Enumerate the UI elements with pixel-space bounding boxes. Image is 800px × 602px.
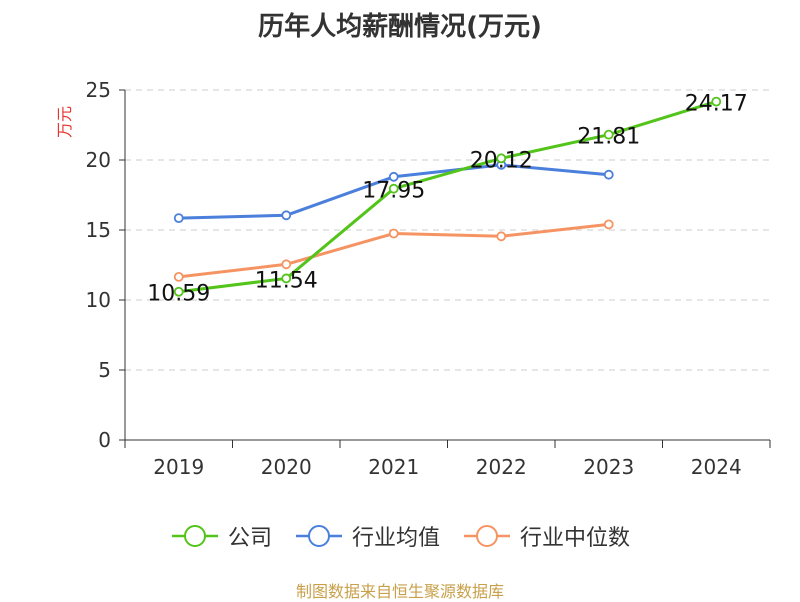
data-point xyxy=(173,286,184,297)
data-point xyxy=(603,219,614,230)
data-point xyxy=(173,213,184,224)
x-tick-label: 2019 xyxy=(153,455,204,479)
axes: 0 5 10 15 20 25 2019 2020 2021 2022 2023 2024 xyxy=(86,78,771,479)
data-point xyxy=(603,129,614,140)
x-tick-label: 2022 xyxy=(476,455,527,479)
legend-item-2[interactable]: 行业中位数 xyxy=(462,520,630,552)
data-label: 20.12 xyxy=(470,148,533,173)
y-tick-label: 25 xyxy=(86,78,111,102)
x-tick-label: 2024 xyxy=(691,455,742,479)
data-point xyxy=(281,210,292,221)
data-point xyxy=(281,273,292,284)
y-tick-label: 15 xyxy=(86,218,111,242)
y-tick-label: 10 xyxy=(86,288,111,312)
legend-swatch xyxy=(171,525,218,547)
data-point xyxy=(388,171,399,182)
legend-item-1[interactable]: 行业均值 xyxy=(294,520,440,552)
legend-label: 公司 xyxy=(227,526,272,551)
data-point xyxy=(388,183,399,194)
source-note: 制图数据来自恒生聚源数据库 xyxy=(295,582,504,601)
y-tick-label: 5 xyxy=(98,358,111,382)
legend-label: 行业中位数 xyxy=(520,526,631,551)
x-tick-label: 2021 xyxy=(368,455,419,479)
legend-item-0[interactable]: 公司 xyxy=(170,520,272,552)
y-tick-label: 20 xyxy=(86,148,111,172)
series-line-0 xyxy=(178,100,717,294)
data-label: 11.54 xyxy=(255,268,318,293)
grid-lines xyxy=(125,89,770,371)
x-tick-label: 2020 xyxy=(261,455,312,479)
series-lines xyxy=(173,96,722,297)
data-label: 21.81 xyxy=(577,125,640,150)
data-point xyxy=(173,271,184,282)
data-point xyxy=(496,153,507,164)
data-labels: 10.59 11.54 17.95 20.12 21.81 24.17 xyxy=(147,92,747,307)
data-label: 24.17 xyxy=(685,92,748,117)
data-point xyxy=(281,259,292,270)
data-label: 17.95 xyxy=(362,179,425,204)
data-label: 10.59 xyxy=(147,282,210,307)
chart-title: 历年人均薪酬情况(万元) xyxy=(258,12,542,42)
legend-label: 行业均值 xyxy=(351,526,440,551)
y-axis-title: 万元 xyxy=(55,106,74,138)
data-point xyxy=(711,96,722,107)
y-tick-label: 0 xyxy=(98,428,111,452)
legend: 公司 行业均值 行业中位数 xyxy=(0,518,800,554)
legend-swatch xyxy=(295,525,342,547)
legend-swatch xyxy=(464,525,510,547)
x-tick-label: 2023 xyxy=(583,455,634,479)
data-point xyxy=(496,231,507,242)
data-point xyxy=(388,228,399,239)
data-point xyxy=(603,169,614,180)
